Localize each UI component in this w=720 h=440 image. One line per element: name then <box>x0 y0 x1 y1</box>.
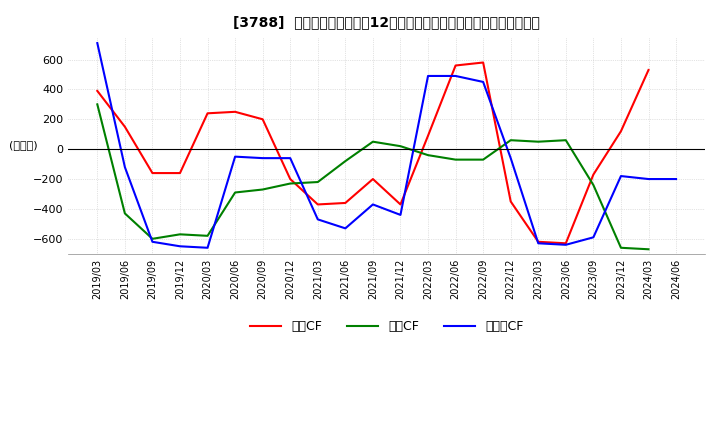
投資CF <box>231 190 240 195</box>
フリーCF <box>589 235 598 240</box>
投資CF <box>396 143 405 149</box>
投資CF <box>562 138 570 143</box>
投資CF <box>534 139 543 144</box>
Line: フリーCF: フリーCF <box>97 43 676 248</box>
フリーCF <box>203 245 212 250</box>
営業CF <box>644 67 653 73</box>
営業CF <box>479 60 487 65</box>
投資CF <box>203 233 212 238</box>
フリーCF <box>534 241 543 246</box>
Title: [3788]  キャッシュフローの12か月移動合計の対前年同期増減額の推移: [3788] キャッシュフローの12か月移動合計の対前年同期増減額の推移 <box>233 15 540 29</box>
フリーCF <box>644 176 653 182</box>
フリーCF <box>341 226 350 231</box>
投資CF <box>369 139 377 144</box>
投資CF <box>423 153 432 158</box>
フリーCF <box>672 176 680 182</box>
営業CF <box>423 133 432 138</box>
営業CF <box>286 176 294 182</box>
フリーCF <box>176 244 184 249</box>
投資CF <box>258 187 267 192</box>
投資CF <box>644 247 653 252</box>
投資CF <box>479 157 487 162</box>
Legend: 営業CF, 投資CF, フリーCF: 営業CF, 投資CF, フリーCF <box>245 315 528 338</box>
営業CF <box>93 88 102 94</box>
営業CF <box>396 202 405 207</box>
フリーCF <box>93 40 102 46</box>
営業CF <box>258 117 267 122</box>
投資CF <box>616 245 625 250</box>
営業CF <box>120 124 129 129</box>
フリーCF <box>506 155 515 161</box>
営業CF <box>534 239 543 245</box>
Y-axis label: (百万円): (百万円) <box>9 140 38 150</box>
営業CF <box>589 172 598 177</box>
フリーCF <box>313 217 322 222</box>
営業CF <box>506 199 515 204</box>
営業CF <box>616 128 625 134</box>
投資CF <box>451 157 460 162</box>
フリーCF <box>562 242 570 247</box>
営業CF <box>562 241 570 246</box>
フリーCF <box>286 155 294 161</box>
営業CF <box>313 202 322 207</box>
フリーCF <box>479 79 487 84</box>
投資CF <box>176 232 184 237</box>
営業CF <box>148 170 157 176</box>
フリーCF <box>258 155 267 161</box>
投資CF <box>589 183 598 188</box>
投資CF <box>313 180 322 185</box>
Line: 営業CF: 営業CF <box>97 62 649 243</box>
営業CF <box>203 111 212 116</box>
フリーCF <box>396 212 405 217</box>
投資CF <box>120 211 129 216</box>
フリーCF <box>369 202 377 207</box>
フリーCF <box>231 154 240 159</box>
Line: 投資CF: 投資CF <box>97 104 649 249</box>
投資CF <box>148 236 157 242</box>
フリーCF <box>451 73 460 79</box>
フリーCF <box>616 173 625 179</box>
投資CF <box>93 102 102 107</box>
営業CF <box>369 176 377 182</box>
営業CF <box>176 170 184 176</box>
フリーCF <box>148 239 157 245</box>
フリーCF <box>120 165 129 170</box>
投資CF <box>506 138 515 143</box>
営業CF <box>451 63 460 68</box>
営業CF <box>231 109 240 114</box>
フリーCF <box>423 73 432 79</box>
営業CF <box>341 200 350 205</box>
投資CF <box>286 181 294 186</box>
投資CF <box>341 158 350 164</box>
